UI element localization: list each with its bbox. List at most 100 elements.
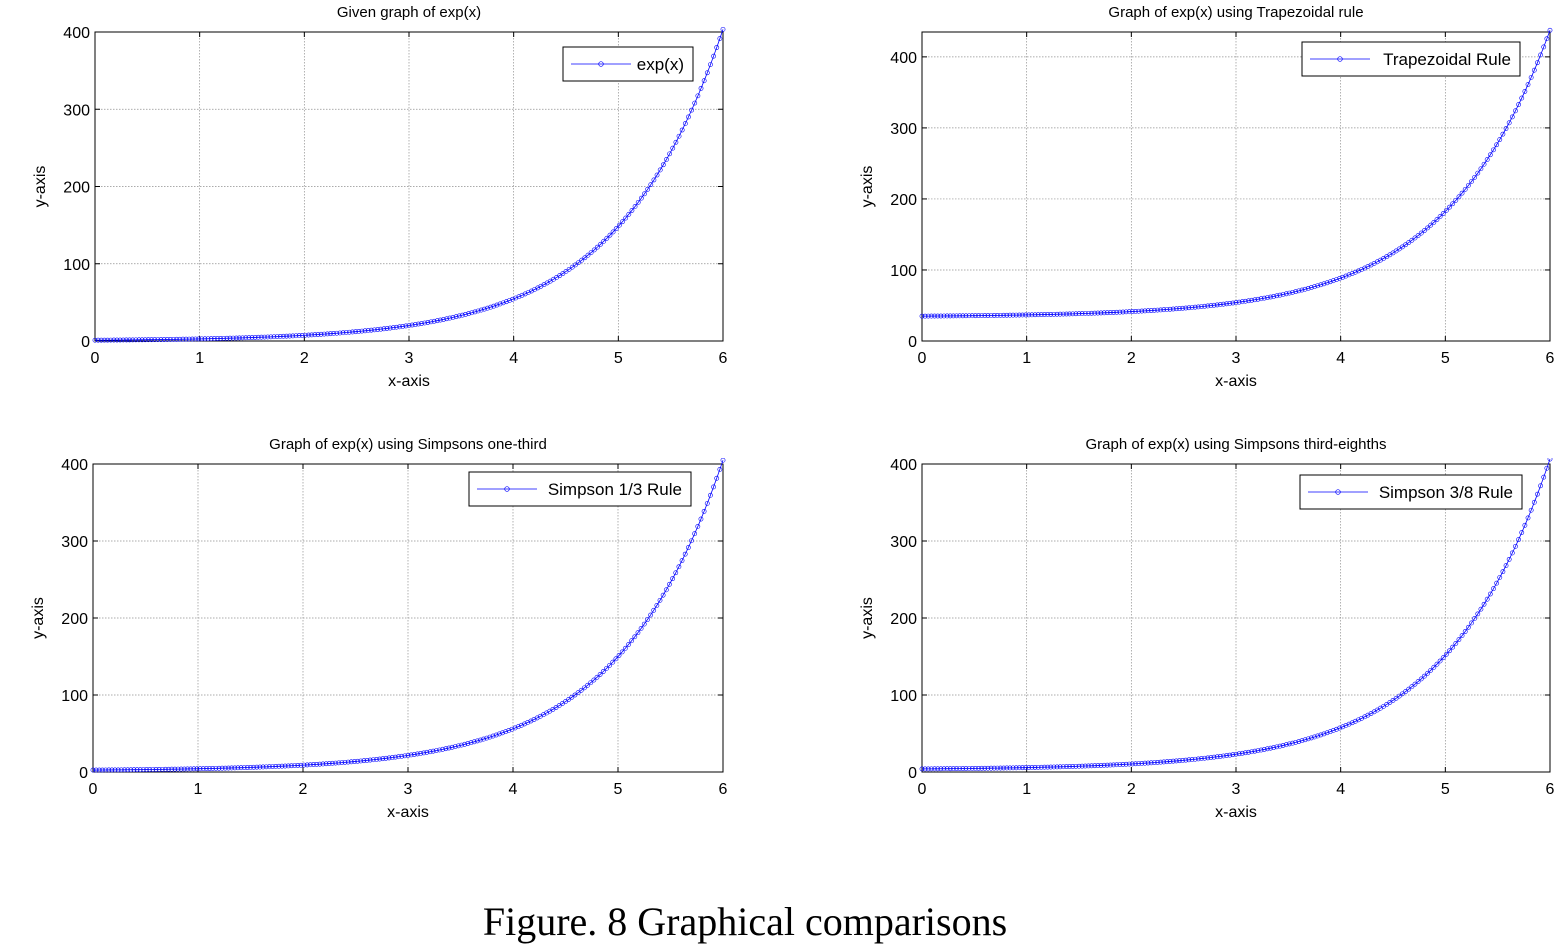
data-point (1038, 764, 1044, 770)
data-point (1437, 658, 1443, 664)
data-point (215, 336, 220, 341)
data-point (676, 564, 682, 570)
data-point (1035, 764, 1041, 770)
data-point (136, 337, 142, 343)
data-point (1148, 308, 1154, 313)
data-point (686, 114, 691, 120)
data-point (273, 764, 279, 769)
data-point (178, 766, 184, 772)
data-point (463, 311, 468, 317)
data-point (271, 334, 277, 340)
data-point (466, 311, 472, 316)
data-point (663, 587, 669, 593)
data-point (1305, 736, 1311, 742)
data-point (453, 314, 459, 320)
data-point (1086, 310, 1091, 316)
data-point (406, 323, 412, 328)
data-point (1459, 190, 1465, 196)
data-point (632, 204, 638, 209)
data-point (701, 78, 707, 84)
data-point (500, 300, 506, 306)
data-point (1180, 305, 1186, 311)
data-point (682, 121, 688, 126)
data-point (1108, 762, 1113, 768)
data-point (1356, 268, 1361, 274)
data-point (1318, 282, 1324, 288)
data-point (304, 762, 310, 768)
data-point (607, 232, 613, 238)
x-tick-label: 3 (1232, 781, 1241, 798)
data-point (139, 337, 145, 343)
data-point (1001, 312, 1007, 318)
data-point (1277, 292, 1283, 298)
data-point (525, 720, 531, 725)
data-point (1475, 611, 1481, 617)
data-point (576, 260, 581, 265)
x-tick-label: 6 (1546, 350, 1555, 367)
data-point (1422, 228, 1427, 233)
data-point (578, 687, 584, 693)
x-axis-label: x-axis (1215, 804, 1257, 821)
data-point (317, 761, 323, 767)
data-point (994, 765, 1000, 771)
data-point (604, 235, 610, 241)
data-point (381, 326, 387, 332)
data-point (259, 334, 264, 340)
data-point (925, 766, 931, 772)
legend-marker (1335, 489, 1341, 495)
data-point (1425, 670, 1430, 676)
data-point (1491, 586, 1496, 592)
data-point (711, 53, 716, 59)
data-point (1023, 765, 1029, 771)
data-point (1456, 194, 1462, 200)
data-point (632, 634, 638, 640)
data-point (102, 337, 107, 343)
data-point (635, 199, 641, 205)
data-point (276, 763, 282, 769)
data-point (1095, 310, 1101, 316)
data-point (947, 313, 953, 319)
data-point (1239, 299, 1245, 305)
data-point (229, 765, 234, 771)
data-point (1403, 242, 1408, 248)
data-point (1026, 765, 1032, 770)
data-point (929, 313, 934, 319)
data-point (320, 761, 326, 767)
data-point (440, 746, 446, 752)
data-point (1525, 515, 1531, 521)
data-point (1161, 307, 1167, 313)
data-point (1211, 754, 1217, 760)
data-point (490, 733, 496, 739)
data-point (685, 545, 691, 550)
data-point (1528, 507, 1534, 513)
data-point (334, 330, 340, 336)
data-point (670, 576, 675, 582)
data-point (1522, 522, 1528, 528)
data-point (1330, 728, 1336, 733)
data-point (299, 332, 305, 338)
data-point (1139, 761, 1145, 766)
data-point (512, 725, 518, 731)
data-point (667, 151, 673, 157)
data-point (1249, 749, 1255, 755)
data-point (202, 336, 208, 342)
data-point (260, 764, 266, 770)
data-point (1478, 606, 1484, 612)
data-point (1337, 725, 1343, 731)
data-point (1447, 648, 1452, 654)
data-point (1123, 309, 1129, 315)
data-point (1013, 312, 1019, 318)
data-point (1418, 230, 1424, 236)
data-point (1217, 302, 1223, 307)
data-point (314, 761, 320, 767)
data-point (221, 335, 227, 341)
data-point (1437, 214, 1443, 219)
data-point (484, 735, 490, 741)
x-tick-label: 6 (719, 781, 728, 798)
data-point (444, 316, 450, 322)
data-point (481, 736, 486, 742)
data-point (944, 766, 950, 772)
data-point (1290, 289, 1295, 295)
data-point (1349, 271, 1355, 276)
data-point (380, 756, 386, 762)
